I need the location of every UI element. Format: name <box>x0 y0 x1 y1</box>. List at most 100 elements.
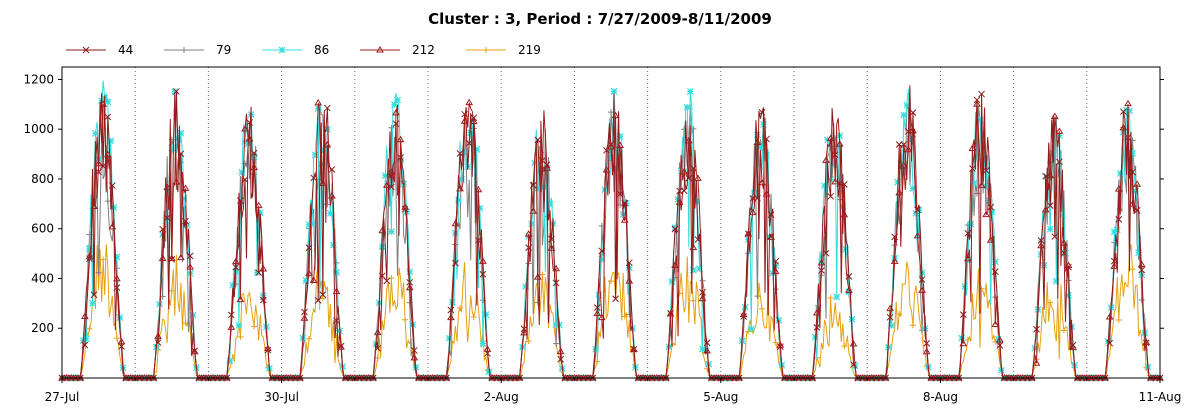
data-point-86 <box>1135 249 1143 256</box>
data-point-86 <box>757 143 764 150</box>
data-point-212 <box>597 313 606 321</box>
data-point-44 <box>914 206 921 214</box>
data-point-212 <box>401 203 410 210</box>
data-point-219 <box>1047 299 1054 306</box>
data-point-44 <box>767 211 775 219</box>
data-point-219 <box>896 311 903 318</box>
data-point-219 <box>1060 327 1067 334</box>
data-point-86 <box>479 340 487 347</box>
data-point-212 <box>469 117 478 124</box>
data-point-212 <box>80 312 89 320</box>
data-point-212 <box>231 257 240 265</box>
legend: 44 79 86 212 219 <box>66 43 541 57</box>
data-point-86 <box>256 209 264 217</box>
data-point-86 <box>226 357 234 365</box>
data-point-44 <box>964 229 972 237</box>
data-point-212 <box>973 100 981 107</box>
data-point-44 <box>973 96 981 104</box>
data-point-212 <box>616 141 625 148</box>
y-tick-label: 600 <box>31 222 54 236</box>
data-point-212 <box>1110 262 1119 269</box>
data-point-86 <box>912 210 920 217</box>
data-point-212 <box>479 257 487 264</box>
data-point-212 <box>986 236 995 243</box>
data-point-79 <box>104 198 111 205</box>
data-point-212 <box>177 253 185 261</box>
legend-marker <box>376 46 384 53</box>
data-point-212 <box>373 328 382 336</box>
data-point-219 <box>470 313 477 320</box>
data-point-86 <box>1132 188 1140 195</box>
data-point-86 <box>909 185 917 192</box>
data-point-79 <box>95 269 102 276</box>
data-point-44 <box>534 136 542 144</box>
data-point-212 <box>323 141 332 148</box>
data-point-44 <box>90 291 98 299</box>
data-point-86 <box>522 283 530 290</box>
data-point-86 <box>253 269 261 277</box>
data-point-44 <box>168 256 176 263</box>
data-point-212 <box>300 314 309 321</box>
data-point-212 <box>680 168 689 175</box>
data-point-212 <box>767 233 776 240</box>
data-point-86 <box>113 253 121 261</box>
data-point-86 <box>229 281 237 289</box>
data-point-86 <box>1113 226 1121 234</box>
data-point-86 <box>333 268 340 276</box>
data-point-44 <box>310 174 317 182</box>
data-point-86 <box>900 111 908 119</box>
data-point-86 <box>970 179 978 187</box>
data-point-86 <box>391 101 398 109</box>
data-point-212 <box>1114 185 1123 192</box>
data-point-86 <box>692 197 700 205</box>
legend-item-86: 86 <box>262 43 329 57</box>
data-point-86 <box>671 224 679 232</box>
data-point-212 <box>625 277 634 284</box>
data-point-86 <box>897 160 905 168</box>
data-point-44 <box>987 203 995 211</box>
data-point-86 <box>89 299 96 307</box>
data-point-212 <box>684 136 693 144</box>
data-point-44 <box>900 141 908 149</box>
data-point-44 <box>1120 108 1127 116</box>
data-point-212 <box>675 198 684 205</box>
data-point-86 <box>1123 106 1130 114</box>
data-point-212 <box>959 339 968 347</box>
data-point-219 <box>539 271 546 278</box>
data-point-44 <box>959 311 967 318</box>
data-point-86 <box>610 87 618 95</box>
data-point-86 <box>528 220 536 228</box>
data-point-44 <box>758 108 766 116</box>
data-point-44 <box>694 236 702 243</box>
data-point-86 <box>308 220 316 228</box>
data-point-44 <box>104 113 112 121</box>
data-point-212 <box>744 229 753 237</box>
data-point-212 <box>543 164 551 171</box>
data-point-86 <box>964 256 972 264</box>
data-point-219 <box>402 316 409 323</box>
data-point-212 <box>739 310 748 318</box>
data-point-212 <box>451 219 460 227</box>
data-point-212 <box>245 135 254 142</box>
data-point-219 <box>525 338 532 345</box>
data-point-219 <box>237 333 244 340</box>
data-point-212 <box>529 207 538 214</box>
data-point-212 <box>259 265 268 272</box>
data-point-44 <box>465 139 473 147</box>
data-point-219 <box>964 336 971 343</box>
data-point-212 <box>817 258 826 266</box>
data-point-212 <box>396 135 405 143</box>
data-point-212 <box>99 100 108 107</box>
data-point-212 <box>812 309 821 316</box>
data-point-212 <box>190 347 199 355</box>
data-point-86 <box>82 335 90 343</box>
data-point-44 <box>905 128 912 135</box>
y-tick-label: 1200 <box>23 72 54 86</box>
data-point-44 <box>822 249 830 257</box>
data-point-212 <box>158 254 167 262</box>
legend-item-79: 79 <box>164 43 231 57</box>
data-point-212 <box>382 181 391 188</box>
data-point-86 <box>183 221 191 229</box>
data-point-44 <box>99 162 107 170</box>
data-point-219 <box>841 343 848 350</box>
